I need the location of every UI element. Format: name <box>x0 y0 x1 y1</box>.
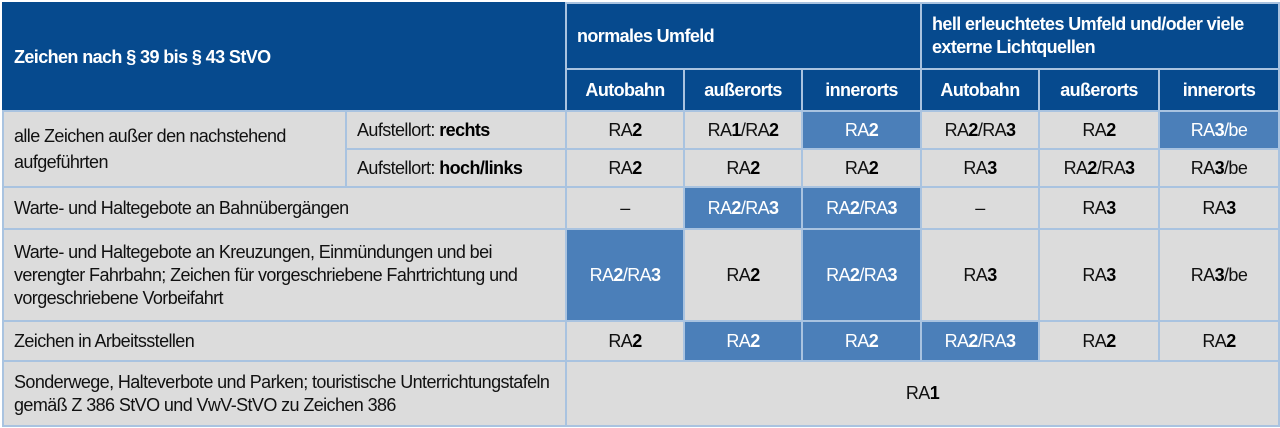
merged-value-cell: RA1 <box>565 360 1280 427</box>
value-cell: RA3 <box>920 148 1041 188</box>
row-label: Warte- und Haltegebote an Kreuzungen, Ei… <box>1 228 568 322</box>
group-header-bright: hell erleuchtetes Umfeld und/oder viele … <box>920 2 1280 70</box>
value-cell: RA3 <box>1038 228 1161 322</box>
value-cell: RA2/RA3 <box>801 228 923 322</box>
column-header-innerorts: innerorts <box>801 68 923 112</box>
value-cell: RA3/be <box>1158 228 1280 322</box>
value-cell: RA2/RA3 <box>1038 148 1161 188</box>
table-row: Zeichen in Arbeitsstellen RA2 RA2 RA2 RA2/RA… <box>1 320 1280 362</box>
value-cell: RA2 <box>565 320 686 362</box>
table-row: alle Zeichen außer den nachstehend aufge… <box>2 110 1280 188</box>
group-header-normal: normales Umfeld <box>565 2 923 70</box>
value-cell: RA2 <box>801 320 923 362</box>
value-cell: RA2 <box>565 110 686 150</box>
table-row: Sonderwege, Halteverbote und Parken; tou… <box>1 360 1280 427</box>
table-row: Warte- und Haltegebote an Kreuzungen, Ei… <box>1 228 1280 322</box>
value-cell: RA1/RA2 <box>683 110 804 150</box>
table-row: Aufstellort: hoch/links RA2 RA2 RA2 RA3 RA2/R… <box>3 148 1280 188</box>
column-header-außerorts: außerorts <box>683 68 804 112</box>
sub-label: Aufstellort: hoch/links <box>344 148 568 188</box>
value-cell: RA3 <box>1038 186 1161 230</box>
value-cell: RA2/RA3 <box>683 186 804 230</box>
table-title: Zeichen nach § 39 bis § 43 StVO <box>1 2 568 112</box>
value-cell: RA2 <box>1038 110 1161 150</box>
value-cell: – <box>565 186 686 230</box>
value-cell: RA3/be <box>1158 148 1280 188</box>
value-cell: RA2/RA3 <box>920 320 1041 362</box>
value-cell: RA2/RA3 <box>565 228 686 322</box>
column-header-autobahn: Autobahn <box>920 68 1041 112</box>
row-label: Sonderwege, Halteverbote und Parken; tou… <box>1 360 568 427</box>
value-cell: RA2 <box>1158 320 1280 362</box>
column-header-außerorts: außerorts <box>1038 68 1161 112</box>
table-row: Warte- und Haltegebote an Bahnübergängen… <box>1 186 1280 230</box>
sub-label: Aufstellort: rechts <box>344 110 568 150</box>
value-cell: RA2/RA3 <box>920 110 1041 150</box>
value-cell: RA3 <box>920 228 1041 322</box>
value-cell: RA2 <box>1038 320 1161 362</box>
value-cell: RA2 <box>565 148 686 188</box>
column-header-autobahn: Autobahn <box>565 68 686 112</box>
value-cell: RA3 <box>1158 186 1280 230</box>
value-cell: RA2 <box>801 110 923 150</box>
value-cell: – <box>920 186 1041 230</box>
value-cell: RA2 <box>683 320 804 362</box>
row-label: alle Zeichen außer den nachstehend aufge… <box>2 110 347 188</box>
value-cell: RA2 <box>683 228 804 322</box>
value-cell: RA3/be <box>1158 110 1280 150</box>
value-cell: RA2/RA3 <box>801 186 923 230</box>
row-label: Warte- und Haltegebote an Bahnübergängen <box>1 186 568 230</box>
row-label: Zeichen in Arbeitsstellen <box>1 320 568 362</box>
value-cell: RA2 <box>801 148 923 188</box>
column-header-innerorts: innerorts <box>1158 68 1280 112</box>
value-cell: RA2 <box>683 148 804 188</box>
